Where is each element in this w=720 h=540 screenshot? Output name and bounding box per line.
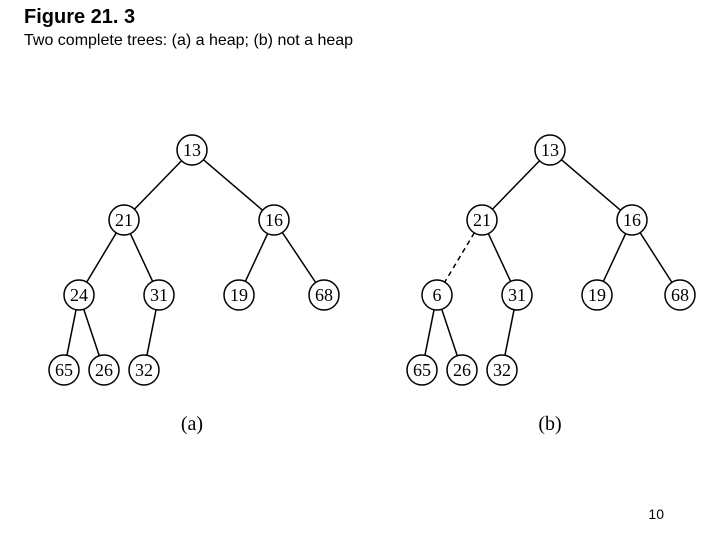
tree-node: 32 [487,355,517,385]
tree-edge [87,233,117,282]
tree-node-label: 16 [265,210,283,230]
tree-node: 65 [49,355,79,385]
tree-node: 13 [535,135,565,165]
tree-edge [84,309,100,356]
tree-edge [442,309,458,356]
tree-node: 31 [502,280,532,310]
tree-node: 24 [64,280,94,310]
tree-node-label: 21 [115,210,133,230]
tree-node-label: 19 [230,285,248,305]
tree-node-label: 65 [55,360,73,380]
panel-label: (b) [538,413,561,435]
tree-node-label: 32 [493,360,511,380]
tree-node-label: 19 [588,285,606,305]
tree-node: 31 [144,280,174,310]
tree-edge [603,234,625,282]
tree-node-label: 13 [541,140,559,160]
tree-node: 16 [617,205,647,235]
page-number: 10 [648,506,664,522]
tree-node: 19 [224,280,254,310]
tree-node-label: 31 [150,285,168,305]
tree-node-label: 31 [508,285,526,305]
figure-title: Figure 21. 3 [24,6,135,29]
tree-edge [203,160,262,211]
tree-edge [147,310,156,356]
tree-node-label: 26 [95,360,113,380]
tree-node-label: 68 [315,285,333,305]
tree-edge [130,234,152,282]
tree-node-label: 16 [623,210,641,230]
tree-node: 32 [129,355,159,385]
tree-node: 65 [407,355,437,385]
figure-subtitle: Two complete trees: (a) a heap; (b) not … [24,32,353,50]
tree-svg: 13 21 16 24 31 19 68 65 26 32 (a) 13 21 16 6 31 19 68 65 26… [24,110,696,470]
tree-edge [67,310,76,356]
tree-edge [505,310,514,356]
tree-node: 16 [259,205,289,235]
tree-node: 13 [177,135,207,165]
tree-edge [488,234,510,282]
tree-node: 26 [447,355,477,385]
tree-node: 6 [422,280,452,310]
tree-node-label: 26 [453,360,471,380]
tree-edge [492,161,539,209]
tree-node-label: 13 [183,140,201,160]
tree-node: 21 [109,205,139,235]
tree-edge [282,232,315,282]
tree-node-label: 32 [135,360,153,380]
tree-node-label: 68 [671,285,689,305]
tree-node: 68 [665,280,695,310]
tree-edge [134,161,181,209]
tree-node: 19 [582,280,612,310]
tree-diagram: 13 21 16 24 31 19 68 65 26 32 (a) 13 21 16 6 31 19 68 65 26… [24,110,696,470]
panel-label: (a) [181,413,203,435]
tree-edge [640,233,672,283]
tree-node-label: 24 [70,285,88,305]
tree-edge [245,234,267,282]
tree-node: 68 [309,280,339,310]
tree-edge [425,310,434,356]
tree-node: 21 [467,205,497,235]
tree-node-label: 21 [473,210,491,230]
tree-edge [561,160,620,211]
tree-node: 26 [89,355,119,385]
tree-node-label: 65 [413,360,431,380]
tree-edge [445,233,475,282]
tree-node-label: 6 [433,285,442,305]
